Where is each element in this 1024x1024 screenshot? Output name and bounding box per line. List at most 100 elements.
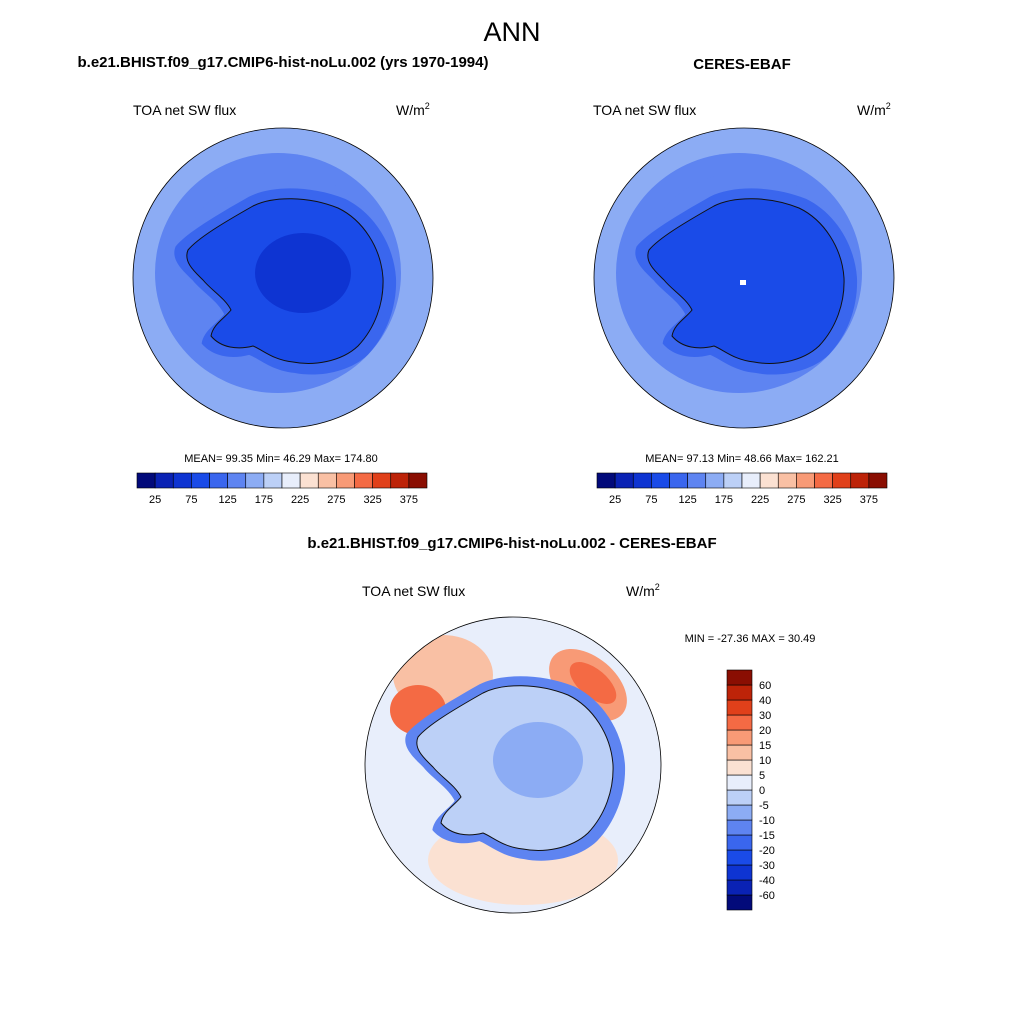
units-base: W/m: [396, 102, 425, 118]
colorbar-tick-label: -10: [759, 815, 775, 827]
colorbar-box: [726, 744, 753, 761]
panel-title: b.e21.BHIST.f09_g17.CMIP6-hist-noLu.002 …: [307, 535, 716, 552]
colorbar-tick-label: -60: [759, 890, 775, 902]
colorbar-box: [154, 472, 174, 489]
zone-interior: [493, 722, 583, 798]
colorbar-tick-label: 25: [149, 494, 161, 506]
units-base: W/m: [626, 583, 655, 599]
missing-data-pole: [740, 280, 746, 285]
colorbar-tick-label: 40: [759, 695, 771, 707]
colorbar-tick-label: -5: [759, 800, 769, 812]
colorbar-box: [281, 472, 301, 489]
field-label: TOA net SW flux: [593, 102, 696, 118]
colorbar-box: [868, 472, 888, 489]
zone-plateau: [255, 233, 351, 313]
colorbar-tick-label: 30: [759, 710, 771, 722]
colorbar-box: [245, 472, 265, 489]
colorbar-box: [669, 472, 688, 489]
colorbar-box: [726, 819, 753, 836]
colorbar-tick-label: 25: [609, 494, 621, 506]
colorbar-box: [263, 472, 283, 489]
colorbar-box: [651, 472, 670, 489]
units-exponent: 2: [886, 101, 891, 111]
colorbar-box: [814, 472, 833, 489]
colorbar-tick-label: 125: [678, 494, 696, 506]
colorbar-tick-label: -30: [759, 860, 775, 872]
polar-map: [594, 128, 894, 428]
panel-difference: b.e21.BHIST.f09_g17.CMIP6-hist-noLu.002 …: [307, 535, 816, 914]
colorbar-tick-label: 175: [715, 494, 733, 506]
colorbar-box: [726, 834, 753, 851]
units-exponent: 2: [425, 101, 430, 111]
field-label: TOA net SW flux: [133, 102, 236, 118]
colorbar-box: [726, 864, 753, 881]
panel-title: b.e21.BHIST.f09_g17.CMIP6-hist-noLu.002 …: [78, 54, 489, 71]
map-boundary: [132, 127, 434, 429]
colorbar-tick-label: 275: [787, 494, 805, 506]
units-label: W/m2: [857, 101, 891, 118]
colorbar-tick-label: -15: [759, 830, 775, 842]
colorbar-box: [726, 789, 753, 806]
units-label: W/m2: [396, 101, 430, 118]
colorbar-box: [354, 472, 373, 489]
colorbar-tick-label: 375: [860, 494, 878, 506]
colorbar-box: [227, 472, 247, 489]
units-label: W/m2: [626, 582, 660, 599]
polar-map: [133, 128, 433, 428]
colorbar-box: [759, 472, 779, 489]
colorbar-tick-label: 325: [363, 494, 381, 506]
colorbar-box: [726, 714, 753, 731]
colorbar-tick-label: 225: [751, 494, 769, 506]
colorbar-box: [777, 472, 797, 489]
colorbar-box: [741, 472, 761, 489]
colorbar: 25 75 125 175 225 275 325 375: [596, 472, 888, 506]
colorbar-tick-label: 325: [823, 494, 841, 506]
colorbar-tick-label: 175: [255, 494, 273, 506]
map-boundary: [364, 616, 662, 914]
colorbar-box: [317, 472, 337, 489]
page-title: ANN: [483, 17, 540, 47]
colorbar-tick-label: 5: [759, 770, 765, 782]
units-base: W/m: [857, 102, 886, 118]
colorbar-box: [390, 472, 410, 489]
colorbar-tick-label: -20: [759, 845, 775, 857]
colorbar-tick-label: 375: [400, 494, 418, 506]
colorbar-tick-label: 75: [185, 494, 197, 506]
panel-observation: CERES-EBAF TOA net SW flux W/m2 MEAN= 97…: [593, 56, 895, 506]
colorbar-box: [596, 472, 616, 489]
stats-text: MIN = -27.36 MAX = 30.49: [685, 633, 816, 645]
colorbar-box: [726, 804, 753, 821]
colorbar-box: [726, 699, 753, 716]
colorbar-box: [726, 774, 753, 791]
polar-map: [365, 617, 661, 913]
colorbar-box: [614, 472, 634, 489]
colorbar-box: [687, 472, 707, 489]
colorbar-tick-label: 275: [327, 494, 345, 506]
colorbar-tick-label: 0: [759, 785, 765, 797]
panel-title: CERES-EBAF: [693, 56, 791, 73]
panel-model: b.e21.BHIST.f09_g17.CMIP6-hist-noLu.002 …: [78, 54, 489, 506]
colorbar-box: [408, 472, 428, 489]
colorbar-box: [850, 472, 870, 489]
field-label: TOA net SW flux: [362, 583, 465, 599]
colorbar: 25 75 125 175 225 275 325 375: [136, 472, 428, 506]
colorbar-box: [726, 729, 753, 746]
colorbar-tick-label: 15: [759, 740, 771, 752]
colorbar-tick-label: 75: [645, 494, 657, 506]
colorbar-box: [726, 684, 753, 701]
colorbar-tick-label: -40: [759, 875, 775, 887]
colorbar-box: [726, 879, 753, 896]
colorbar-box: [172, 472, 192, 489]
colorbar-box: [726, 669, 753, 686]
colorbar-tick-label: 125: [218, 494, 236, 506]
map-boundary: [593, 127, 895, 429]
colorbar-tick-label: 20: [759, 725, 771, 737]
colorbar: -60 -40 -30 -20 -15 -10 -5 0 5 10 15 20 30 40 60: [726, 669, 775, 911]
colorbar-box: [726, 849, 753, 866]
colorbar-box: [705, 472, 725, 489]
colorbar-box: [632, 472, 652, 489]
colorbar-tick-label: 60: [759, 680, 771, 692]
colorbar-box: [336, 472, 355, 489]
colorbar-tick-label: 225: [291, 494, 309, 506]
units-exponent: 2: [655, 582, 660, 592]
